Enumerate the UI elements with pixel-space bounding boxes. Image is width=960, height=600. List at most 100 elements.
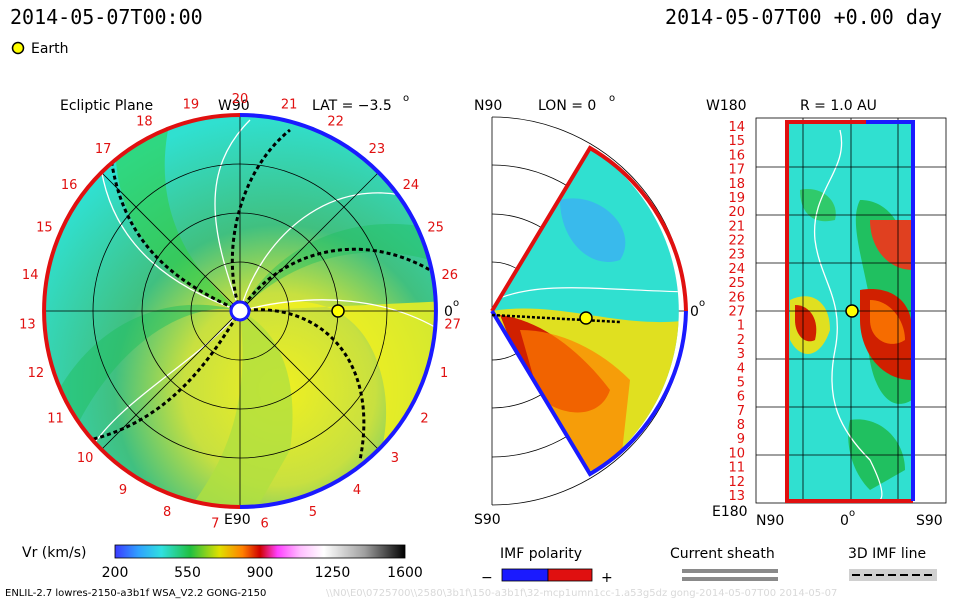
current-sheath-title: Current sheath	[670, 546, 775, 562]
carrington-tick-label: 25	[427, 221, 444, 236]
radial-x-left: N90	[756, 513, 784, 529]
ecliptic-lat-label: LAT = −3.5	[312, 98, 392, 114]
carrington-ticks: 20 21222324252627123456789101112131415161…	[19, 92, 461, 532]
carrington-tick-label: 16	[61, 178, 78, 193]
carrington-tick-label: 19	[183, 98, 200, 113]
carrington-tick-label: 13	[19, 317, 36, 332]
imf-positive-swatch	[547, 568, 593, 582]
carrington-tick-label: 10	[77, 451, 94, 466]
radial-r-label: R = 1.0 AU	[800, 98, 877, 114]
carrington-tick-label: 2	[420, 412, 428, 427]
sun-marker	[229, 300, 251, 322]
carrington-tick-label: 15	[36, 221, 53, 236]
radial-y-tick-label: 8	[737, 418, 745, 433]
radial-y-tick-label: 7	[737, 404, 745, 419]
radial-y-ticks: 1415161718192021222324252627123456789101…	[728, 120, 745, 504]
carrington-tick-label: 8	[163, 505, 171, 520]
radial-y-tick-label: 25	[728, 276, 745, 291]
radial-y-tick-label: 15	[728, 134, 745, 149]
footer-right: \\N0\E0\0725700\\2580\3b1f\150-a3b1f\32-…	[326, 588, 837, 599]
carrington-tick-label: 3	[391, 451, 399, 466]
radial-y-tick-label: 12	[728, 475, 745, 490]
colorbar: Vr (km/s) 200 550 900 1250 1600	[22, 544, 423, 581]
earth-legend-icon	[11, 41, 25, 55]
radial-y-tick-label: 3	[737, 347, 745, 362]
ecliptic-title: Ecliptic Plane	[60, 98, 153, 114]
carrington-tick-label: 26	[442, 268, 459, 283]
carrington-tick-label: 20	[232, 92, 249, 107]
current-sheath-line-1	[682, 569, 778, 573]
colorbar-tick-label: 550	[174, 565, 201, 581]
colorbar-ticks: 200 550 900 1250 1600	[102, 565, 423, 581]
earth-legend-label: Earth	[31, 41, 69, 57]
carrington-tick-label: 12	[28, 366, 45, 381]
radial-y-tick-label: 26	[728, 290, 745, 305]
earth-marker-radial	[845, 304, 859, 318]
carrington-tick-label: 5	[309, 505, 317, 520]
header-right-time: 2014-05-07T00 +0.00 day	[665, 5, 942, 29]
carrington-tick-label: 4	[353, 483, 361, 498]
radial-y-tick-label: 27	[728, 305, 745, 320]
meridional-panel: N90 LON = 0 o S90 0 o	[474, 93, 705, 528]
footer-left: ENLIL-2.7 lowres-2150-a3b1f WSA_V2.2 GON…	[5, 588, 266, 599]
imf-line-title: 3D IMF line	[848, 546, 926, 562]
radial-y-tick-label: 16	[728, 148, 745, 163]
carrington-tick-label: 11	[47, 412, 64, 427]
meridional-lon-label: LON = 0	[538, 98, 596, 114]
carrington-tick-label: 27	[444, 317, 461, 332]
meridional-field	[492, 148, 679, 474]
current-sheath-legend: Current sheath	[670, 546, 778, 581]
radial-y-tick-label: 22	[728, 234, 745, 249]
ecliptic-right-label: 0	[444, 304, 453, 320]
carrington-tick-label: 21	[281, 98, 298, 113]
imf-minus: −	[481, 570, 493, 586]
radial-y-tick-label: 9	[737, 432, 745, 447]
radial-y-tick-label: 20	[728, 205, 745, 220]
earth-marker-meridional	[579, 311, 593, 325]
current-sheath-line-2	[682, 577, 778, 581]
meridional-lon-deg: o	[609, 93, 615, 104]
colorbar-gradient	[114, 544, 406, 559]
radial-y-tick-label: 14	[728, 120, 745, 135]
imf-polarity-legend: IMF polarity − +	[481, 546, 613, 586]
imf-plus: +	[601, 570, 613, 586]
carrington-tick-label: 7	[211, 517, 219, 532]
colorbar-tick-label: 200	[102, 565, 129, 581]
radial-y-tick-label: 4	[737, 361, 745, 376]
ecliptic-top-label: W90	[218, 98, 250, 114]
radial-top-label: W180	[706, 98, 747, 114]
earth-marker-ecliptic	[331, 304, 345, 318]
radial-x-mid-deg: o	[849, 508, 855, 519]
meridional-right-label: 0	[690, 304, 699, 320]
radial-y-tick-label: 23	[728, 248, 745, 263]
colorbar-tick-label: 1600	[387, 565, 423, 581]
radial-panel: W180 R = 1.0 AU	[706, 98, 947, 529]
meridional-bottom-label: S90	[474, 512, 501, 528]
radial-y-tick-label: 17	[728, 163, 745, 178]
radial-y-tick-label: 2	[737, 333, 745, 348]
colorbar-tick-label: 1250	[315, 565, 351, 581]
header-left-time: 2014-05-07T00:00	[10, 5, 203, 29]
ecliptic-bottom-label: E90	[224, 512, 251, 528]
radial-y-tick-label: 18	[728, 177, 745, 192]
radial-y-tick-label: 10	[728, 446, 745, 461]
carrington-tick-label: 24	[403, 178, 420, 193]
meridional-right-deg: o	[699, 298, 705, 309]
carrington-tick-label: 9	[119, 483, 127, 498]
radial-y-tick-label: 21	[728, 219, 745, 234]
radial-bottom-label: E180	[712, 504, 748, 520]
imf-line-legend: 3D IMF line	[848, 546, 937, 581]
radial-y-tick-label: 19	[728, 191, 745, 206]
radial-y-tick-label: 11	[728, 461, 745, 476]
carrington-tick-label: 6	[261, 517, 269, 532]
imf-polarity-title: IMF polarity	[500, 546, 582, 562]
colorbar-label: Vr (km/s)	[22, 545, 86, 561]
imf-negative-swatch	[501, 568, 549, 582]
carrington-tick-label: 18	[136, 115, 153, 130]
carrington-tick-label: 17	[95, 142, 112, 157]
ecliptic-panel: Ecliptic Plane W90 LAT = −3.5 o	[19, 92, 461, 532]
radial-y-tick-label: 5	[737, 376, 745, 391]
radial-x-right: S90	[916, 513, 943, 529]
